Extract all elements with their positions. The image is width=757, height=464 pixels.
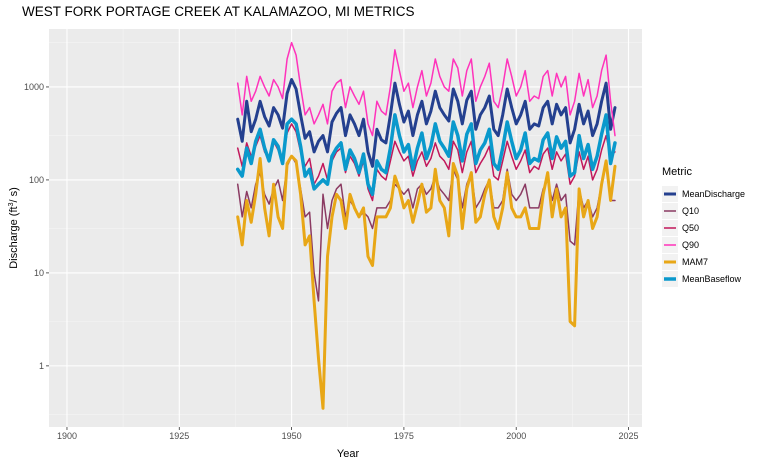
x-axis-title: Year [337,448,360,460]
series-line-meandischarge [236,78,617,168]
legend-label-meandischarge: MeanDischarge [682,189,745,199]
y-axis-title-superscript: 3 [8,202,15,206]
legend-label-q50: Q50 [682,223,699,233]
legend-title: Metric [662,166,692,178]
x-tick-label: 1900 [57,431,77,441]
y-axis-title: Discharge (ft3/ s) [8,187,20,269]
y-tick-label: 10 [34,268,44,278]
legend-label-meanbaseflow: MeanBaseflow [682,274,742,284]
x-tick-label: 1975 [394,431,414,441]
x-tick-label: 1925 [169,431,189,441]
y-tick-label: 1000 [24,82,44,92]
series-line-meanbaseflow [235,113,617,197]
x-tick-label: 1950 [282,431,302,441]
series-lines [235,41,617,410]
series-line-mam7 [236,154,617,410]
legend: Metric MeanDischarge Q10 Q50 Q90 MAM7 MeanBas… [662,166,745,287]
axes: 1900 1925 1950 1975 2000 2025 1 10 100 1000 [24,82,639,441]
legend-label-q10: Q10 [682,206,699,216]
x-tick-label: 2000 [506,431,526,441]
chart-title: WEST FORK PORTAGE CREEK AT KALAMAZOO, MI… [22,4,415,19]
y-tick-label: 100 [29,175,44,185]
y-tick-label: 1 [39,361,44,371]
series-line-q90 [236,41,616,137]
y-axis-title-prefix: Discharge (ft [8,206,20,268]
legend-label-q90: Q90 [682,240,699,250]
legend-label-mam7: MAM7 [682,257,708,267]
x-tick-label: 2025 [619,431,639,441]
y-axis-title-suffix: / s) [8,187,20,202]
